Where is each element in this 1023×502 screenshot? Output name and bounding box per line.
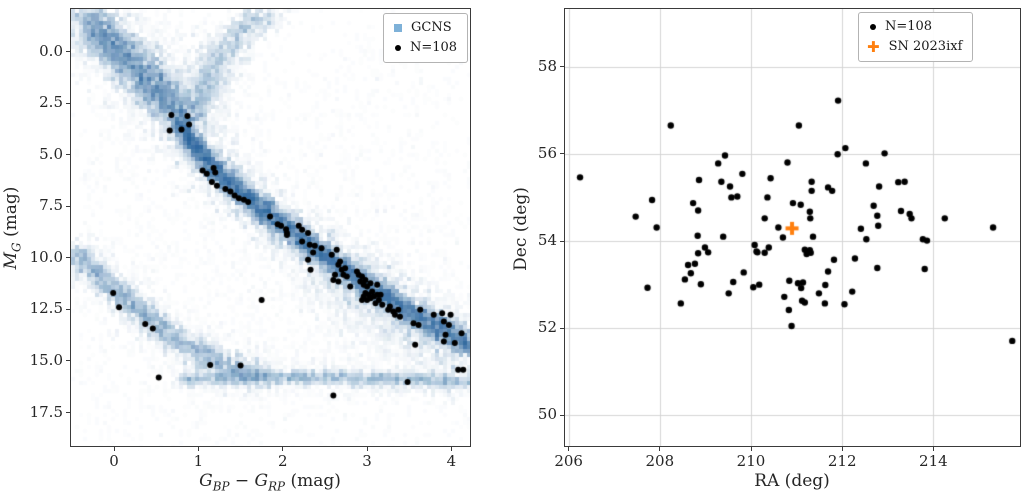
cmd-x-tick [113, 447, 115, 451]
legend-label-n108-sky: N=108 [885, 19, 933, 34]
xlabel-G2: G [254, 471, 269, 491]
sky-y-tick-label: 58 [537, 56, 557, 75]
legend-label-sn2023ixf: SN 2023ixf [888, 39, 963, 55]
cmd-y-tick-label: 17.5 [29, 402, 63, 421]
sky-x-tick-label: 212 [827, 452, 857, 470]
sky-y-tick [560, 240, 564, 242]
cmd-x-tick [450, 447, 452, 451]
cmd-y-tick [66, 205, 70, 207]
sky-x-tick-label: 214 [919, 452, 948, 470]
cmd-x-tick [366, 447, 368, 451]
sky-x-tick [568, 447, 570, 451]
sky-x-tick [932, 447, 934, 451]
cmd-y-tick-label: 0.0 [39, 41, 63, 60]
xlabel-sub-RP: RP [268, 479, 286, 494]
sky-x-tick [659, 447, 661, 451]
cmd-x-tick [282, 447, 284, 451]
sky-x-tick-label: 208 [645, 452, 675, 470]
cmd-y-tick-label: 15.0 [29, 350, 63, 369]
cmd-y-tick [66, 257, 70, 259]
cmd-y-tick [66, 360, 70, 362]
cmd-x-tick-label: 3 [362, 452, 372, 470]
dot-marker-icon [870, 24, 876, 31]
sky-plot-area [564, 8, 1021, 447]
xlabel-sub-BP: BP [212, 479, 230, 494]
sky-x-tick [841, 447, 843, 451]
legend-item-n108-sky: N=108 [867, 17, 962, 37]
cmd-y-tick [66, 308, 70, 310]
sky-xaxis-label: RA (deg) [754, 471, 830, 491]
ylabel-unit: (mag) [1, 186, 21, 243]
cmd-xaxis-label: GBP − GRP (mag) [170, 471, 370, 493]
gcns-square-marker-icon [394, 24, 402, 33]
xlabel-unit: (mag) [285, 471, 341, 491]
cmd-y-tick [66, 154, 70, 156]
legend-label-n108: N=108 [410, 40, 458, 56]
cmd-y-tick [66, 412, 70, 414]
cmd-x-tick-label: 4 [446, 452, 457, 470]
cmd-y-tick-label: 7.5 [39, 196, 63, 215]
cmd-y-tick [66, 51, 70, 52]
sky-y-tick [560, 414, 564, 416]
sky-yaxis-label: Dec (deg) [511, 187, 531, 271]
sky-x-tick-label: 206 [554, 452, 583, 470]
sn-plus-marker-icon: ✚ [867, 37, 880, 56]
cmd-y-tick [66, 102, 70, 104]
sky-y-tick-label: 50 [537, 405, 557, 424]
cmd-yaxis-label: MG (mag) [1, 148, 23, 308]
cmd-plot-area [70, 8, 471, 447]
sky-x-tick-label: 210 [736, 452, 766, 470]
sky-y-tick-label: 52 [537, 318, 557, 337]
sky-y-tick [560, 153, 564, 155]
cmd-y-tick-label: 12.5 [29, 299, 63, 318]
cmd-x-tick-label: 1 [193, 452, 204, 470]
dot-marker-icon [395, 45, 401, 52]
xlabel-minus: − [229, 471, 255, 491]
cmd-x-tick-label: 2 [277, 452, 288, 470]
sky-x-tick [750, 447, 752, 451]
cmd-x-tick-label: 0 [109, 452, 119, 470]
legend-item-sn2023ixf: ✚ SN 2023ixf [867, 37, 962, 57]
sky-y-tick [560, 327, 564, 329]
sky-y-tick-label: 54 [537, 231, 557, 250]
cmd-y-tick-label: 10.0 [29, 247, 63, 266]
sky-y-tick-label: 56 [537, 143, 557, 162]
cmd-legend: GCNS N=108 [383, 13, 469, 64]
xlabel-G1: G [199, 471, 213, 491]
legend-item-n108: N=108 [392, 38, 457, 58]
legend-item-gcns: GCNS [392, 18, 457, 38]
sky-legend: N=108 ✚ SN 2023ixf [858, 12, 974, 63]
cmd-y-tick-label: 5.0 [39, 144, 63, 163]
sky-y-tick [560, 66, 564, 68]
legend-label-gcns: GCNS [411, 20, 452, 35]
cmd-y-tick-label: 2.5 [39, 93, 63, 112]
cmd-x-tick [197, 447, 199, 451]
